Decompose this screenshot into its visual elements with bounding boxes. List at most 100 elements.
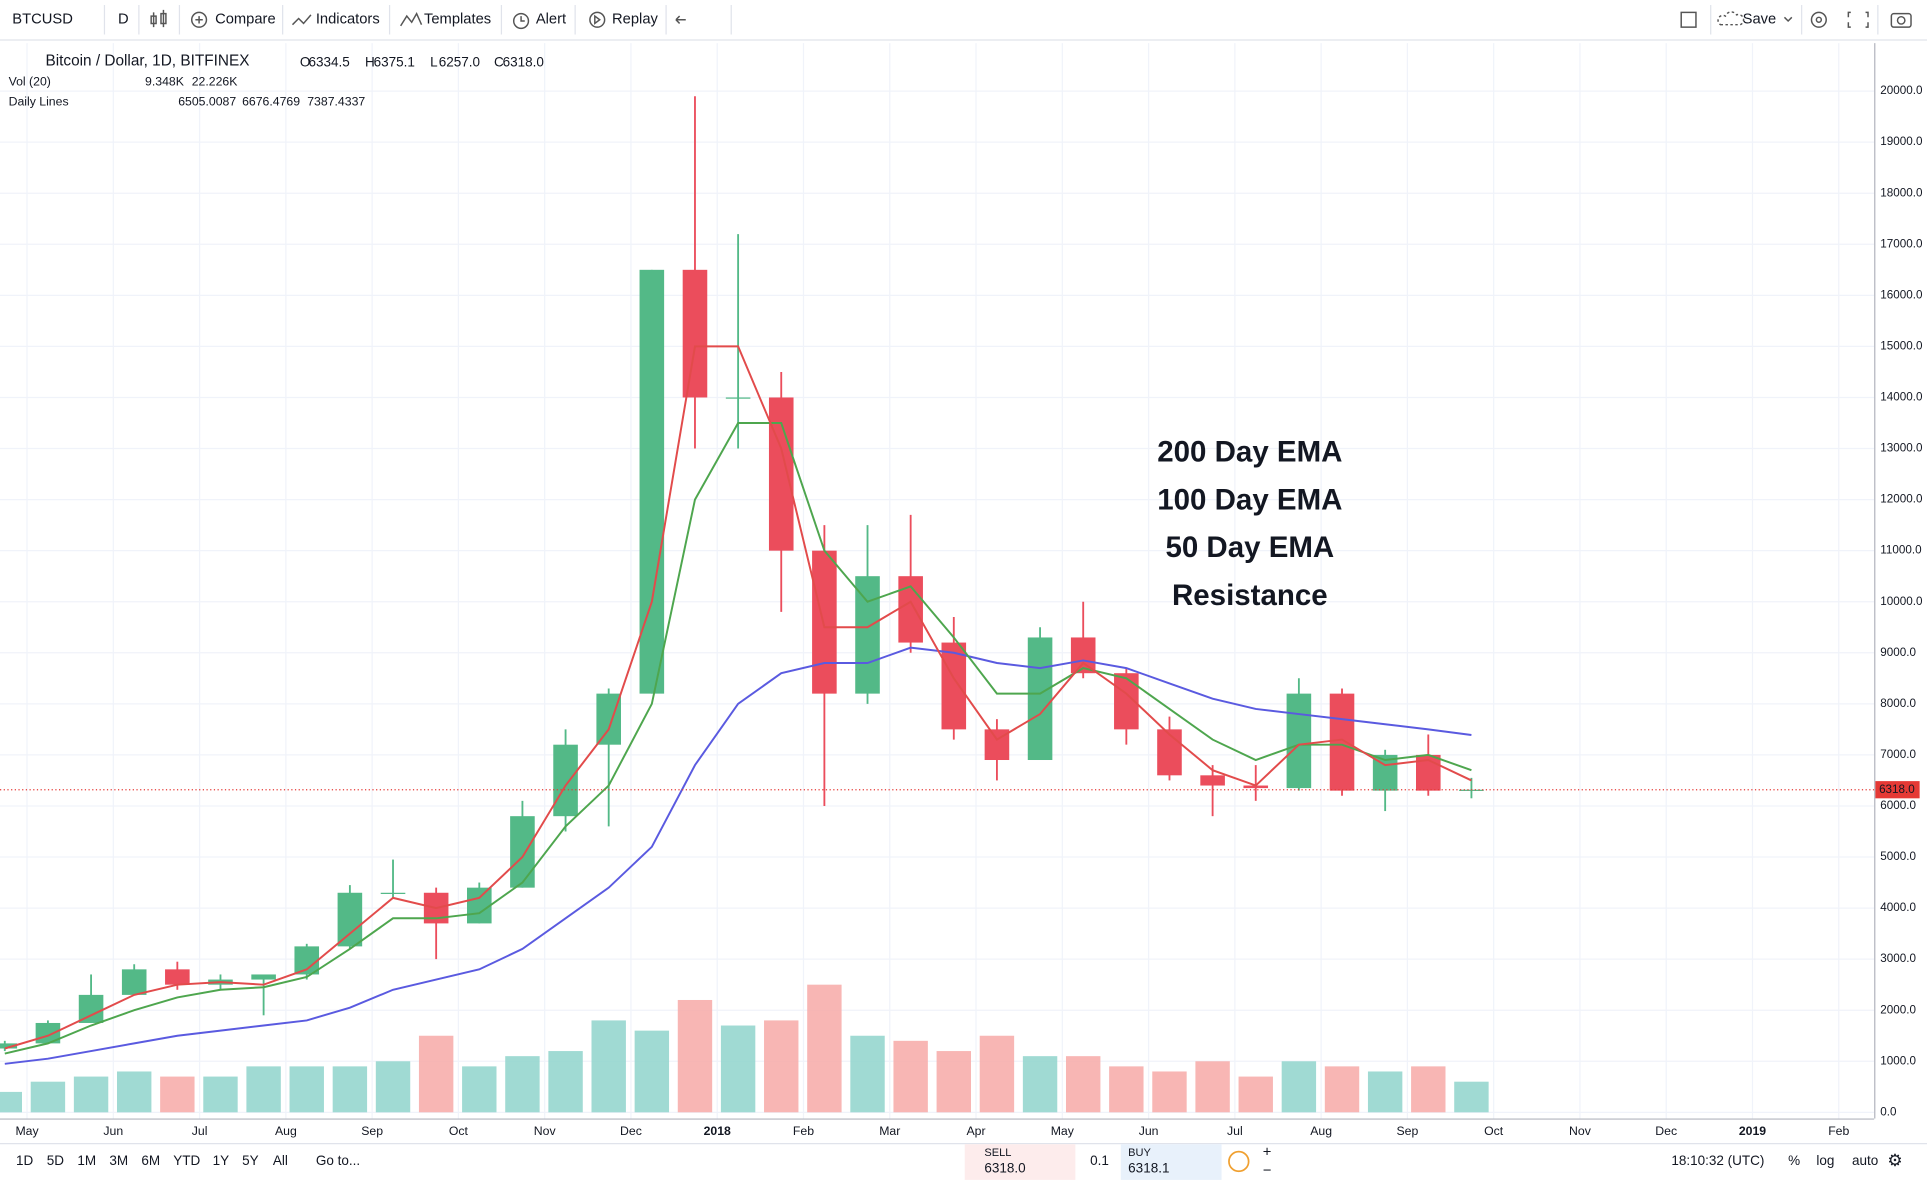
bottom-toolbar	[0, 1143, 1927, 1180]
range-button[interactable]: 6M	[141, 1153, 160, 1168]
indicator-name: Vol (20)	[9, 75, 51, 89]
x-tick-label: May	[15, 1124, 39, 1138]
sell-button[interactable]	[964, 1144, 1076, 1180]
indicator-value: 6676.4769	[242, 94, 300, 108]
volume-bar	[1109, 1066, 1144, 1113]
ohlc-value: 6334.5	[308, 54, 349, 69]
x-tick-label: Jun	[1139, 1124, 1159, 1138]
x-tick-label: Sep	[1396, 1124, 1418, 1138]
qty-minus[interactable]: −	[1263, 1163, 1272, 1179]
settings-icon[interactable]: ⚙	[1887, 1150, 1902, 1170]
range-button[interactable]: 5D	[47, 1153, 65, 1168]
x-tick-label: Nov	[1569, 1124, 1592, 1138]
candle-body	[682, 269, 708, 398]
volume-bar	[73, 1076, 109, 1113]
candle-body	[1027, 637, 1053, 761]
symbol-input[interactable]: BTCUSD	[12, 12, 73, 28]
y-tick-label: 0.0	[1880, 1105, 1897, 1118]
volume-bar	[246, 1066, 281, 1113]
candle-body	[467, 887, 492, 924]
volume-bar	[634, 1030, 670, 1113]
info-icon[interactable]	[1228, 1150, 1250, 1173]
sell-price: 6318.0	[984, 1160, 1025, 1175]
ohlc-value: 6257.0	[439, 54, 480, 69]
range-button[interactable]: All	[273, 1153, 288, 1168]
y-tick-label: 20000.0	[1880, 84, 1923, 97]
volume-bar	[375, 1061, 411, 1113]
volume-bar	[850, 1035, 885, 1113]
buy-button[interactable]	[1120, 1144, 1222, 1180]
x-tick-label: May	[1051, 1124, 1075, 1138]
scale-option[interactable]: %	[1788, 1153, 1800, 1168]
y-tick-label: 15000.0	[1880, 339, 1923, 352]
ema-line	[4, 422, 1472, 1055]
indicator-value: 9.348K	[145, 75, 185, 89]
volume-bar	[1324, 1066, 1360, 1113]
y-tick-label: 13000.0	[1880, 442, 1923, 455]
scale-option[interactable]: log	[1816, 1153, 1834, 1168]
y-tick-label: 3000.0	[1880, 952, 1916, 965]
volume-bar	[418, 1035, 454, 1113]
scale-option[interactable]: auto	[1852, 1153, 1878, 1168]
volume-bar	[591, 1020, 626, 1113]
volume-bar	[807, 984, 842, 1113]
legend-annotation: 200 Day EMA	[1157, 435, 1342, 468]
indicator-name: Daily Lines	[9, 94, 69, 108]
candle-body	[1459, 789, 1484, 791]
legend-annotation: 50 Day EMA	[1165, 531, 1334, 564]
save-button[interactable]: Save	[1743, 12, 1777, 28]
toolbar-button[interactable]: Replay	[612, 12, 658, 28]
x-tick-label: Sep	[361, 1124, 383, 1138]
x-tick-label: Jul	[192, 1124, 208, 1138]
last-price-tag	[1875, 781, 1920, 799]
volume-bar	[1195, 1061, 1230, 1113]
range-button[interactable]: 1Y	[213, 1153, 230, 1168]
y-tick-label: 6000.0	[1880, 799, 1916, 812]
volume-bar	[1367, 1071, 1403, 1113]
x-tick-label: Aug	[275, 1124, 297, 1138]
goto-button[interactable]: Go to...	[316, 1153, 360, 1168]
buy-price: 6318.1	[1128, 1160, 1169, 1175]
y-tick-label: 14000.0	[1880, 391, 1923, 404]
candle-body	[380, 892, 406, 894]
plot-area	[0, 43, 1875, 1119]
interval-button[interactable]: D	[118, 12, 129, 28]
toolbar-button[interactable]: Templates	[424, 12, 491, 28]
volume-bar	[160, 1076, 195, 1113]
volume-bar	[677, 999, 713, 1113]
candle-body	[768, 397, 794, 551]
indicator-value: 22.226K	[192, 75, 239, 89]
volume-bar	[505, 1056, 540, 1113]
range-button[interactable]: 1M	[77, 1153, 96, 1168]
ema-line	[4, 345, 1472, 1050]
volume-bar	[893, 1040, 928, 1113]
volume-bar	[764, 1020, 799, 1113]
y-tick-label: 4000.0	[1880, 901, 1916, 914]
buy-label: BUY	[1128, 1147, 1151, 1159]
range-button[interactable]: 3M	[109, 1153, 128, 1168]
x-tick-label: Oct	[449, 1124, 469, 1138]
candle-body	[251, 974, 276, 980]
volume-bar	[1411, 1066, 1446, 1113]
range-button[interactable]: 5Y	[242, 1153, 259, 1168]
qty-plus[interactable]: +	[1263, 1145, 1272, 1161]
x-tick-label: Feb	[1828, 1124, 1849, 1138]
sell-label: SELL	[984, 1147, 1011, 1159]
last-price-label: 6318.0	[1879, 783, 1915, 796]
y-tick-label: 8000.0	[1880, 697, 1916, 710]
x-tick-label: Apr	[966, 1124, 985, 1138]
y-tick-label: 16000.0	[1880, 288, 1923, 301]
range-button[interactable]: 1D	[16, 1153, 34, 1168]
range-button[interactable]: YTD	[173, 1153, 200, 1168]
ohlc-key: C	[494, 54, 504, 69]
x-tick-label: Dec	[620, 1124, 642, 1138]
x-tick-label: 2019	[1739, 1124, 1766, 1138]
quantity[interactable]: 0.1	[1090, 1153, 1109, 1168]
toolbar-button[interactable]: Alert	[536, 12, 566, 28]
x-tick-label: Nov	[534, 1124, 557, 1138]
candle-body	[121, 969, 147, 995]
x-tick-label: Aug	[1310, 1124, 1332, 1138]
toolbar-button[interactable]: Indicators	[316, 12, 380, 28]
toolbar-button[interactable]: Compare	[215, 12, 276, 28]
indicator-value: 6505.0087	[178, 94, 236, 108]
